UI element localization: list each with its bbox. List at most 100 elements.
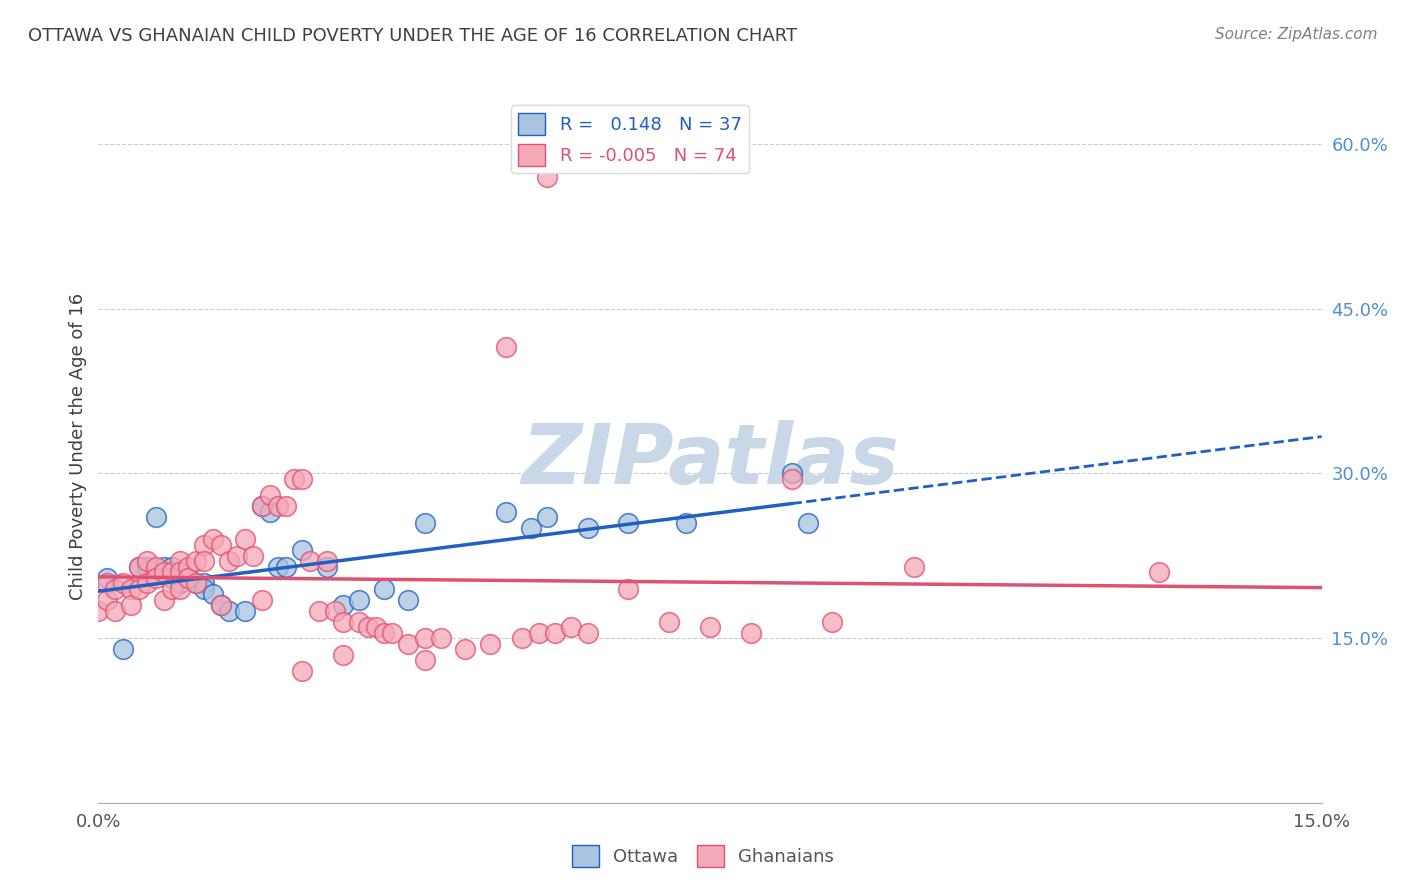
- Point: [128, 559, 150, 574]
- Point: [544, 625, 567, 640]
- Point: [193, 582, 215, 596]
- Point: [152, 592, 174, 607]
- Point: [233, 604, 256, 618]
- Point: [291, 543, 314, 558]
- Point: [226, 549, 249, 563]
- Point: [617, 582, 640, 596]
- Point: [145, 510, 167, 524]
- Point: [96, 571, 118, 585]
- Point: [169, 566, 191, 580]
- Point: [675, 516, 697, 530]
- Point: [527, 625, 550, 640]
- Point: [104, 582, 127, 596]
- Point: [373, 582, 395, 596]
- Point: [495, 340, 517, 354]
- Point: [267, 500, 290, 514]
- Point: [315, 559, 337, 574]
- Point: [519, 521, 541, 535]
- Point: [177, 571, 200, 585]
- Point: [299, 554, 322, 568]
- Point: [699, 620, 721, 634]
- Point: [364, 620, 387, 634]
- Point: [250, 592, 273, 607]
- Point: [169, 582, 191, 596]
- Point: [218, 604, 240, 618]
- Point: [560, 620, 582, 634]
- Point: [169, 576, 191, 591]
- Point: [160, 559, 183, 574]
- Point: [136, 554, 159, 568]
- Point: [396, 637, 419, 651]
- Point: [478, 637, 501, 651]
- Point: [169, 576, 191, 591]
- Text: OTTAWA VS GHANAIAN CHILD POVERTY UNDER THE AGE OF 16 CORRELATION CHART: OTTAWA VS GHANAIAN CHILD POVERTY UNDER T…: [28, 27, 797, 45]
- Point: [193, 554, 215, 568]
- Point: [780, 467, 803, 481]
- Point: [152, 559, 174, 574]
- Point: [186, 554, 208, 568]
- Point: [111, 642, 134, 657]
- Point: [120, 582, 142, 596]
- Point: [201, 533, 224, 547]
- Point: [430, 631, 453, 645]
- Point: [259, 505, 281, 519]
- Point: [536, 169, 558, 184]
- Point: [291, 472, 314, 486]
- Y-axis label: Child Poverty Under the Age of 16: Child Poverty Under the Age of 16: [69, 293, 87, 599]
- Point: [903, 559, 925, 574]
- Point: [291, 664, 314, 678]
- Point: [193, 538, 215, 552]
- Point: [495, 505, 517, 519]
- Point: [332, 598, 354, 612]
- Point: [356, 620, 378, 634]
- Point: [780, 472, 803, 486]
- Point: [576, 625, 599, 640]
- Point: [283, 472, 305, 486]
- Point: [120, 598, 142, 612]
- Point: [96, 592, 118, 607]
- Point: [323, 604, 346, 618]
- Point: [136, 576, 159, 591]
- Point: [1147, 566, 1170, 580]
- Point: [332, 615, 354, 629]
- Point: [128, 559, 150, 574]
- Point: [242, 549, 264, 563]
- Point: [821, 615, 844, 629]
- Text: ZIPatlas: ZIPatlas: [522, 420, 898, 500]
- Point: [186, 576, 208, 591]
- Point: [413, 631, 436, 645]
- Point: [658, 615, 681, 629]
- Point: [396, 592, 419, 607]
- Point: [169, 554, 191, 568]
- Legend: Ottawa, Ghanaians: Ottawa, Ghanaians: [565, 838, 841, 874]
- Point: [209, 598, 232, 612]
- Point: [193, 576, 215, 591]
- Point: [536, 510, 558, 524]
- Point: [201, 587, 224, 601]
- Point: [250, 500, 273, 514]
- Point: [160, 582, 183, 596]
- Point: [349, 615, 371, 629]
- Point: [233, 533, 256, 547]
- Point: [250, 500, 273, 514]
- Point: [413, 516, 436, 530]
- Point: [186, 576, 208, 591]
- Point: [381, 625, 404, 640]
- Point: [145, 559, 167, 574]
- Point: [87, 604, 110, 618]
- Point: [209, 598, 232, 612]
- Point: [96, 576, 118, 591]
- Point: [274, 559, 297, 574]
- Point: [160, 571, 183, 585]
- Point: [308, 604, 330, 618]
- Point: [145, 571, 167, 585]
- Point: [349, 592, 371, 607]
- Legend: R =   0.148   N = 37, R = -0.005   N = 74: R = 0.148 N = 37, R = -0.005 N = 74: [512, 105, 749, 173]
- Point: [332, 648, 354, 662]
- Point: [218, 554, 240, 568]
- Point: [152, 566, 174, 580]
- Point: [797, 516, 820, 530]
- Point: [315, 554, 337, 568]
- Point: [617, 516, 640, 530]
- Point: [111, 576, 134, 591]
